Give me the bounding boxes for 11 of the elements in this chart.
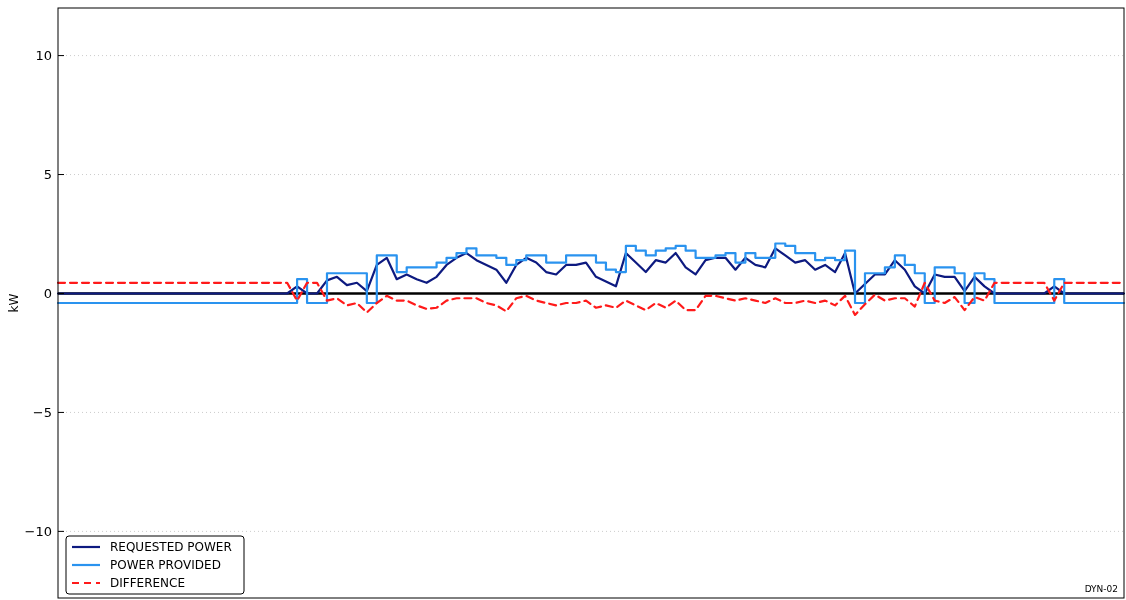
y-tick-label: −5 <box>32 404 52 420</box>
annotation: DYN-02 <box>1084 584 1118 594</box>
legend-label: POWER PROVIDED <box>110 558 221 573</box>
y-axis-title: kW <box>7 293 21 313</box>
y-tick-label: 0 <box>43 286 52 302</box>
line-series <box>56 247 1126 295</box>
y-tick-label: 5 <box>43 167 52 183</box>
legend-label: REQUESTED POWER <box>110 540 232 555</box>
y-tick-label: −10 <box>24 523 52 539</box>
legend-label: DIFFERENCE <box>110 576 186 591</box>
y-tick-label: 10 <box>35 48 52 64</box>
